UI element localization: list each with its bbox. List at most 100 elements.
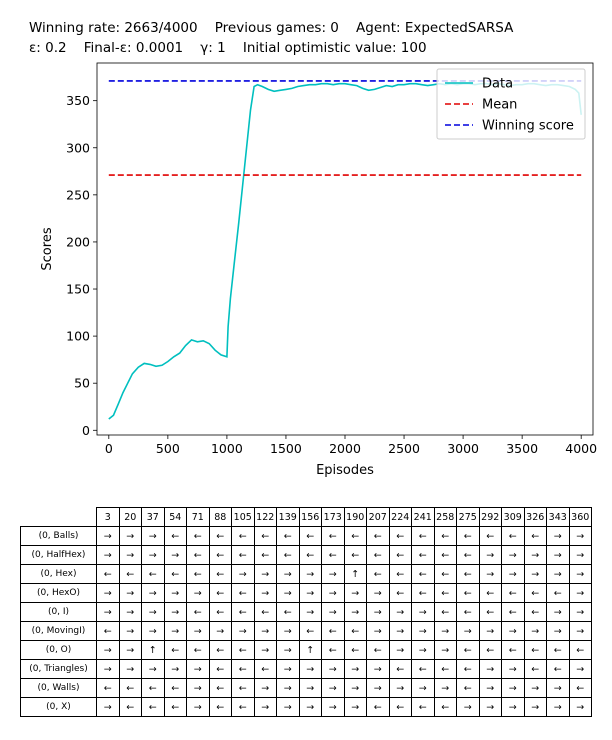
action-cell: → xyxy=(231,564,255,584)
action-cell: → xyxy=(321,564,345,584)
action-cell: → xyxy=(568,583,592,603)
action-cell: → xyxy=(546,678,570,698)
action-cell: ← xyxy=(253,545,277,565)
action-cell: ← xyxy=(478,602,502,622)
action-cell: ← xyxy=(321,545,345,565)
x-tick-label: 0 xyxy=(105,441,113,456)
action-cell: → xyxy=(96,545,120,565)
action-cell: → xyxy=(388,602,412,622)
action-cell: → xyxy=(96,602,120,622)
action-cell: ← xyxy=(366,526,390,546)
row-label: (0, Triangles) xyxy=(20,659,97,679)
action-cell: ← xyxy=(343,545,367,565)
action-cell: ← xyxy=(568,678,592,698)
row-label: (0, HexO) xyxy=(20,583,97,603)
action-cell: ← xyxy=(456,602,480,622)
action-cell: → xyxy=(366,659,390,679)
action-cell: → xyxy=(568,602,592,622)
column-header: 122 xyxy=(253,507,277,527)
table-row: (0, MovingI) ← → → → → → → → → ← ← ← → → → → → → → → → → xyxy=(20,621,592,641)
action-cell: ← xyxy=(96,678,120,698)
action-cell: → xyxy=(456,621,480,641)
row-label: (0, HalfHex) xyxy=(20,545,97,565)
table-row: (0, Balls) → → → ← ← ← ← ← ← ← ← ← ← ← ← ← ← ← ← ← → → xyxy=(20,526,592,546)
action-cell: → xyxy=(96,526,120,546)
action-cell: ← xyxy=(208,602,232,622)
action-cell: ← xyxy=(321,640,345,660)
action-cell: ← xyxy=(231,545,255,565)
legend-entry: Winning score xyxy=(482,119,574,134)
row-label: (0, MovingI) xyxy=(20,621,97,641)
column-header: 190 xyxy=(343,507,367,527)
column-header: 275 xyxy=(456,507,480,527)
action-cell: ← xyxy=(208,545,232,565)
action-cell: ← xyxy=(96,564,120,584)
action-cell: ← xyxy=(163,697,187,717)
x-tick-label: 500 xyxy=(156,441,180,456)
action-cell: ← xyxy=(546,583,570,603)
column-header: 37 xyxy=(141,507,165,527)
action-cell: → xyxy=(478,621,502,641)
action-cell: → xyxy=(523,697,547,717)
chart-legend: Data Mean Winning score xyxy=(436,68,586,140)
action-cell: → xyxy=(253,678,277,698)
y-tick-label: 300 xyxy=(66,140,90,155)
action-cell: → xyxy=(433,678,457,698)
table-row: (0, O) → → ↑ ← ← ← ← → → ↑ ← ← ← → → → ← ← ← ← ← ← xyxy=(20,640,592,660)
action-cell: → xyxy=(501,697,525,717)
action-cell: → xyxy=(298,659,322,679)
action-cell: ← xyxy=(478,583,502,603)
row-label: (0, O) xyxy=(20,640,97,660)
table-row: (0, HalfHex) → → → → ← ← ← ← ← ← ← ← ← ← ← ← ← → → → → → xyxy=(20,545,592,565)
action-cell: → xyxy=(118,602,142,622)
action-cell: → xyxy=(501,545,525,565)
action-cell: ← xyxy=(276,602,300,622)
action-cell: → xyxy=(523,564,547,584)
action-cell: → xyxy=(321,659,345,679)
action-cell: → xyxy=(478,659,502,679)
action-cell: ← xyxy=(208,564,232,584)
header-line-1: Winning rate: 2663/4000 Previous games: … xyxy=(29,20,514,36)
action-cell: → xyxy=(568,697,592,717)
action-cell: → xyxy=(366,621,390,641)
legend-entry: Mean xyxy=(482,98,517,113)
action-cell: → xyxy=(118,659,142,679)
x-tick-label: 3000 xyxy=(447,441,479,456)
action-cell: → xyxy=(298,583,322,603)
action-cell: → xyxy=(118,621,142,641)
action-cell: ← xyxy=(411,583,435,603)
action-cell: ← xyxy=(141,564,165,584)
action-cell: → xyxy=(546,526,570,546)
action-cell: ← xyxy=(501,526,525,546)
column-header: 292 xyxy=(478,507,502,527)
action-cell: → xyxy=(568,545,592,565)
chart-axes: 0 500 1000 1500 2000 2500 3000 3500 4000 0 50 100 15… xyxy=(66,93,597,456)
action-cell: → xyxy=(501,678,525,698)
action-cell: → xyxy=(321,678,345,698)
column-header: 156 xyxy=(298,507,322,527)
action-cell: → xyxy=(118,640,142,660)
action-cell: ← xyxy=(343,621,367,641)
action-cell: ← xyxy=(253,526,277,546)
action-cell: ← xyxy=(456,564,480,584)
column-header: 139 xyxy=(276,507,300,527)
column-header: 88 xyxy=(208,507,232,527)
action-cell: ← xyxy=(231,640,255,660)
action-cell: → xyxy=(163,621,187,641)
y-tick-label: 150 xyxy=(66,282,90,297)
action-cell: → xyxy=(388,678,412,698)
action-cell: ← xyxy=(388,545,412,565)
action-cell: ← xyxy=(456,659,480,679)
action-cell: ← xyxy=(141,697,165,717)
action-cell: → xyxy=(276,564,300,584)
action-cell: ← xyxy=(478,526,502,546)
action-cell: → xyxy=(546,697,570,717)
action-cell: ← xyxy=(208,640,232,660)
action-cell: ← xyxy=(208,659,232,679)
action-cell: → xyxy=(478,678,502,698)
action-cell: ← xyxy=(433,545,457,565)
action-cell: → xyxy=(366,602,390,622)
action-cell: → xyxy=(96,659,120,679)
action-cell: ← xyxy=(546,640,570,660)
action-cell: ← xyxy=(343,526,367,546)
